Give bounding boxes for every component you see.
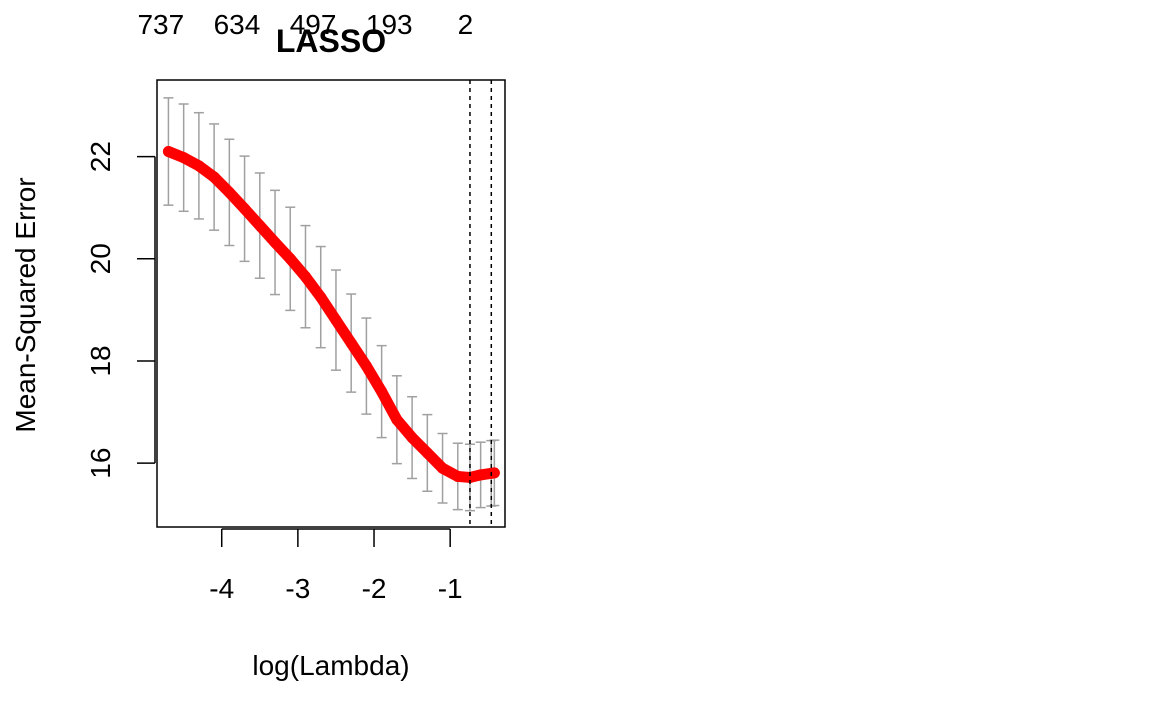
mse-point [208, 171, 220, 183]
y-tick-label: 20 [85, 243, 116, 274]
mse-point [360, 360, 372, 372]
cv-points [162, 146, 500, 483]
mse-point [345, 337, 357, 349]
mse-point [488, 467, 500, 479]
mse-point [406, 432, 418, 444]
y-axis: 16 18 20 22 [85, 141, 156, 479]
mse-point [193, 160, 205, 172]
x-axis-label: log(Lambda) [252, 650, 409, 681]
mse-point [376, 386, 388, 398]
mse-point [464, 471, 476, 483]
lambda-vlines [469, 80, 493, 527]
top-axis-label: 497 [290, 9, 337, 40]
cv-curve [162, 146, 500, 483]
x-tick-label: -4 [209, 573, 234, 604]
mse-point [239, 203, 251, 215]
x-axis: -4 -3 -2 -1 [209, 528, 463, 604]
mse-point [254, 220, 266, 232]
y-axis-label: Mean-Squared Error [10, 177, 41, 432]
mse-point [391, 414, 403, 426]
mse-point [315, 291, 327, 303]
mse-point [162, 146, 174, 158]
x-tick-label: -1 [438, 573, 463, 604]
top-axis-label: 2 [458, 9, 474, 40]
plot-frame [156, 79, 506, 528]
top-axis-label: 193 [366, 9, 413, 40]
mse-point [437, 462, 449, 474]
top-axis-label: 737 [137, 9, 184, 40]
y-tick-label: 18 [85, 345, 116, 376]
top-axis-label: 634 [214, 9, 261, 40]
x-tick-label: -2 [362, 573, 387, 604]
mse-line [162, 146, 500, 483]
y-tick-label: 22 [85, 141, 116, 172]
mse-point [269, 236, 281, 248]
mse-point [178, 152, 190, 164]
chart-title: LASSO [276, 23, 386, 59]
mse-point [330, 314, 342, 326]
mse-point [421, 447, 433, 459]
mse-point [452, 470, 464, 482]
top-axis-labels: 737 634 497 193 2 [137, 9, 473, 40]
mse-point [475, 469, 487, 481]
mse-point [284, 253, 296, 265]
y-tick-label: 16 [85, 448, 116, 479]
mse-point [223, 186, 235, 198]
x-tick-label: -3 [285, 573, 310, 604]
mse-point [299, 271, 311, 283]
